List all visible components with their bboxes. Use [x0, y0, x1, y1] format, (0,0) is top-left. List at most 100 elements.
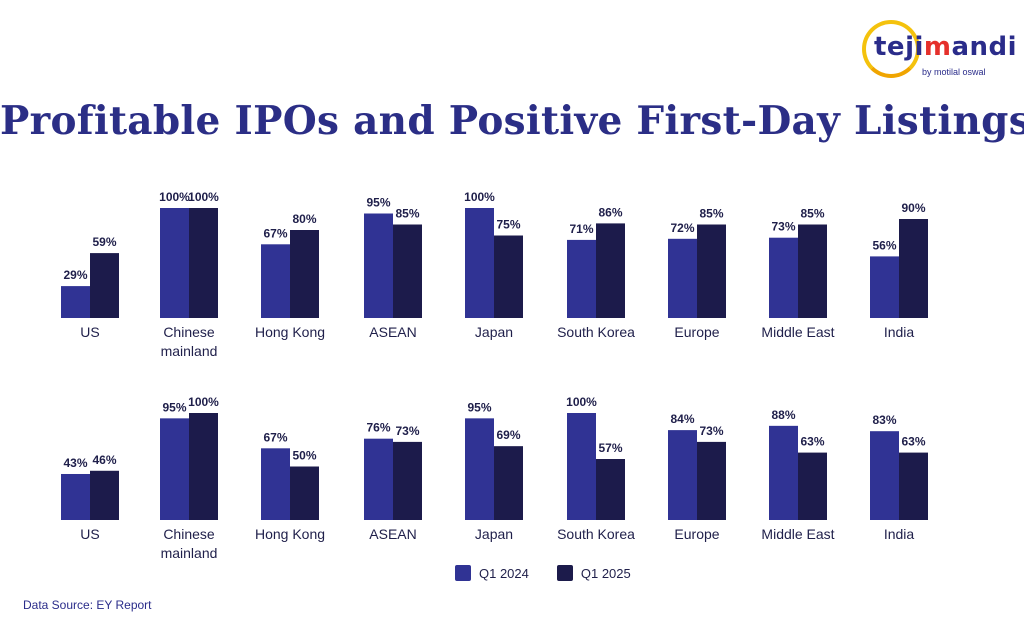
- bar-2-chinese-mainland-q1-2025: [189, 413, 218, 520]
- legend-item-q1-2024: Q1 2024: [455, 565, 529, 581]
- bar-value-label: 29%: [63, 268, 87, 282]
- category-label: Chinese: [163, 526, 215, 542]
- brand-logo: tejimandi by motilal oswal: [862, 18, 1017, 88]
- bar-2-south-korea-q1-2024: [567, 413, 596, 520]
- legend-swatch-q1-2025: [556, 565, 573, 581]
- bar-value-label: 85%: [699, 207, 723, 221]
- legend-item-q1-2025: Q1 2025: [556, 565, 631, 581]
- bar-2-hong-kong-q1-2025: [290, 466, 319, 520]
- category-label: South Korea: [557, 324, 635, 340]
- bar-2-india-q1-2024: [870, 431, 899, 520]
- bar-value-label: 90%: [901, 201, 925, 215]
- logo-word-accent: m: [923, 32, 952, 62]
- bar-1-hong-kong-q1-2024: [261, 244, 290, 318]
- bar-1-europe-q1-2024: [668, 238, 697, 318]
- logo-tagline: by motilal oswal: [922, 67, 986, 77]
- bar-1-europe-q1-2025: [697, 224, 726, 318]
- logo-ring-icon: [862, 20, 920, 78]
- category-label: Middle East: [761, 324, 834, 340]
- legend-swatch-q1-2024: [455, 565, 471, 581]
- bar-1-asean-q1-2025: [393, 224, 422, 318]
- bar-2-japan-q1-2025: [494, 446, 523, 520]
- category-label: ASEAN: [369, 324, 416, 340]
- bar-1-south-korea-q1-2024: [567, 239, 596, 318]
- logo-wordmark: tejimandi: [874, 32, 1017, 62]
- bar-value-label: 95%: [467, 400, 491, 414]
- category-label: India: [884, 526, 915, 542]
- category-label: Japan: [475, 526, 513, 542]
- bar-2-hong-kong-q1-2024: [261, 448, 290, 520]
- bar-2-chinese-mainland-q1-2024: [160, 418, 189, 520]
- bar-value-label: 43%: [63, 456, 87, 470]
- bar-value-label: 73%: [395, 424, 419, 438]
- bar-value-label: 85%: [395, 207, 419, 221]
- bar-value-label: 69%: [496, 428, 520, 442]
- legend-label-q1-2025: Q1 2025: [580, 565, 631, 581]
- bar-1-india-q1-2024: [870, 256, 899, 318]
- bar-2-europe-q1-2024: [668, 430, 697, 520]
- bar-value-label: 63%: [901, 435, 925, 449]
- bar-1-us-q1-2025: [90, 253, 119, 318]
- page-title: Profitable IPOs and Positive First-Day L…: [0, 98, 1024, 144]
- bar-value-label: 57%: [598, 441, 622, 455]
- bar-value-label: 76%: [366, 421, 390, 435]
- bar-value-label: 67%: [263, 226, 287, 240]
- legend-label-q1-2024: Q1 2024: [479, 565, 529, 581]
- bar-1-india-q1-2025: [899, 219, 928, 318]
- bar-value-label: 80%: [292, 212, 316, 226]
- bar-value-label: 59%: [92, 235, 116, 249]
- bar-2-asean-q1-2024: [364, 438, 393, 520]
- bar-value-label: 83%: [872, 413, 896, 427]
- bar-1-japan-q1-2025: [494, 235, 523, 318]
- category-label: Europe: [674, 526, 719, 542]
- chart-legend: Q1 2024 Q1 2025: [455, 563, 631, 583]
- bar-value-label: 100%: [188, 395, 219, 409]
- bar-value-label: 100%: [566, 395, 597, 409]
- category-label: Chinese: [163, 324, 215, 340]
- category-label: Europe: [674, 324, 719, 340]
- bar-value-label: 75%: [496, 218, 520, 232]
- bar-2-japan-q1-2024: [465, 418, 494, 520]
- bar-value-label: 56%: [872, 238, 896, 252]
- category-label: Hong Kong: [255, 526, 325, 542]
- bar-2-middle-east-q1-2025: [798, 452, 827, 520]
- bar-value-label: 100%: [464, 190, 495, 204]
- bar-value-label: 46%: [92, 453, 116, 467]
- bar-value-label: 85%: [800, 207, 824, 221]
- category-label: mainland: [161, 343, 218, 359]
- bar-2-us-q1-2025: [90, 470, 119, 520]
- bar-value-label: 73%: [699, 424, 723, 438]
- bar-2-asean-q1-2025: [393, 441, 422, 520]
- bar-value-label: 67%: [263, 430, 287, 444]
- category-label: ASEAN: [369, 526, 416, 542]
- bar-value-label: 72%: [670, 221, 694, 235]
- category-label: US: [80, 324, 99, 340]
- category-label: South Korea: [557, 526, 635, 542]
- logo-word-suffix: andi: [951, 32, 1018, 62]
- bar-1-middle-east-q1-2025: [798, 224, 827, 318]
- bar-2-india-q1-2025: [899, 452, 928, 520]
- bar-1-japan-q1-2024: [465, 208, 494, 318]
- bar-value-label: 95%: [366, 196, 390, 210]
- bar-2-us-q1-2024: [61, 473, 90, 520]
- data-source-note: Data Source: EY Report: [23, 598, 152, 612]
- bar-1-chinese-mainland-q1-2025: [189, 208, 218, 318]
- bar-1-middle-east-q1-2024: [769, 237, 798, 318]
- bar-2-south-korea-q1-2025: [596, 459, 625, 520]
- bar-value-label: 84%: [670, 412, 694, 426]
- bar-1-asean-q1-2024: [364, 213, 393, 318]
- category-label: US: [80, 526, 99, 542]
- category-label: Middle East: [761, 526, 834, 542]
- bar-1-chinese-mainland-q1-2024: [160, 208, 189, 318]
- bar-value-label: 50%: [292, 449, 316, 463]
- bar-value-label: 100%: [159, 190, 190, 204]
- logo-word-prefix: teji: [874, 32, 924, 62]
- bar-1-us-q1-2024: [61, 286, 90, 318]
- bar-2-europe-q1-2025: [697, 441, 726, 520]
- bar-value-label: 71%: [569, 222, 593, 236]
- bar-value-label: 95%: [162, 400, 186, 414]
- bar-value-label: 73%: [771, 220, 795, 234]
- category-label: Hong Kong: [255, 324, 325, 340]
- bar-value-label: 100%: [188, 190, 219, 204]
